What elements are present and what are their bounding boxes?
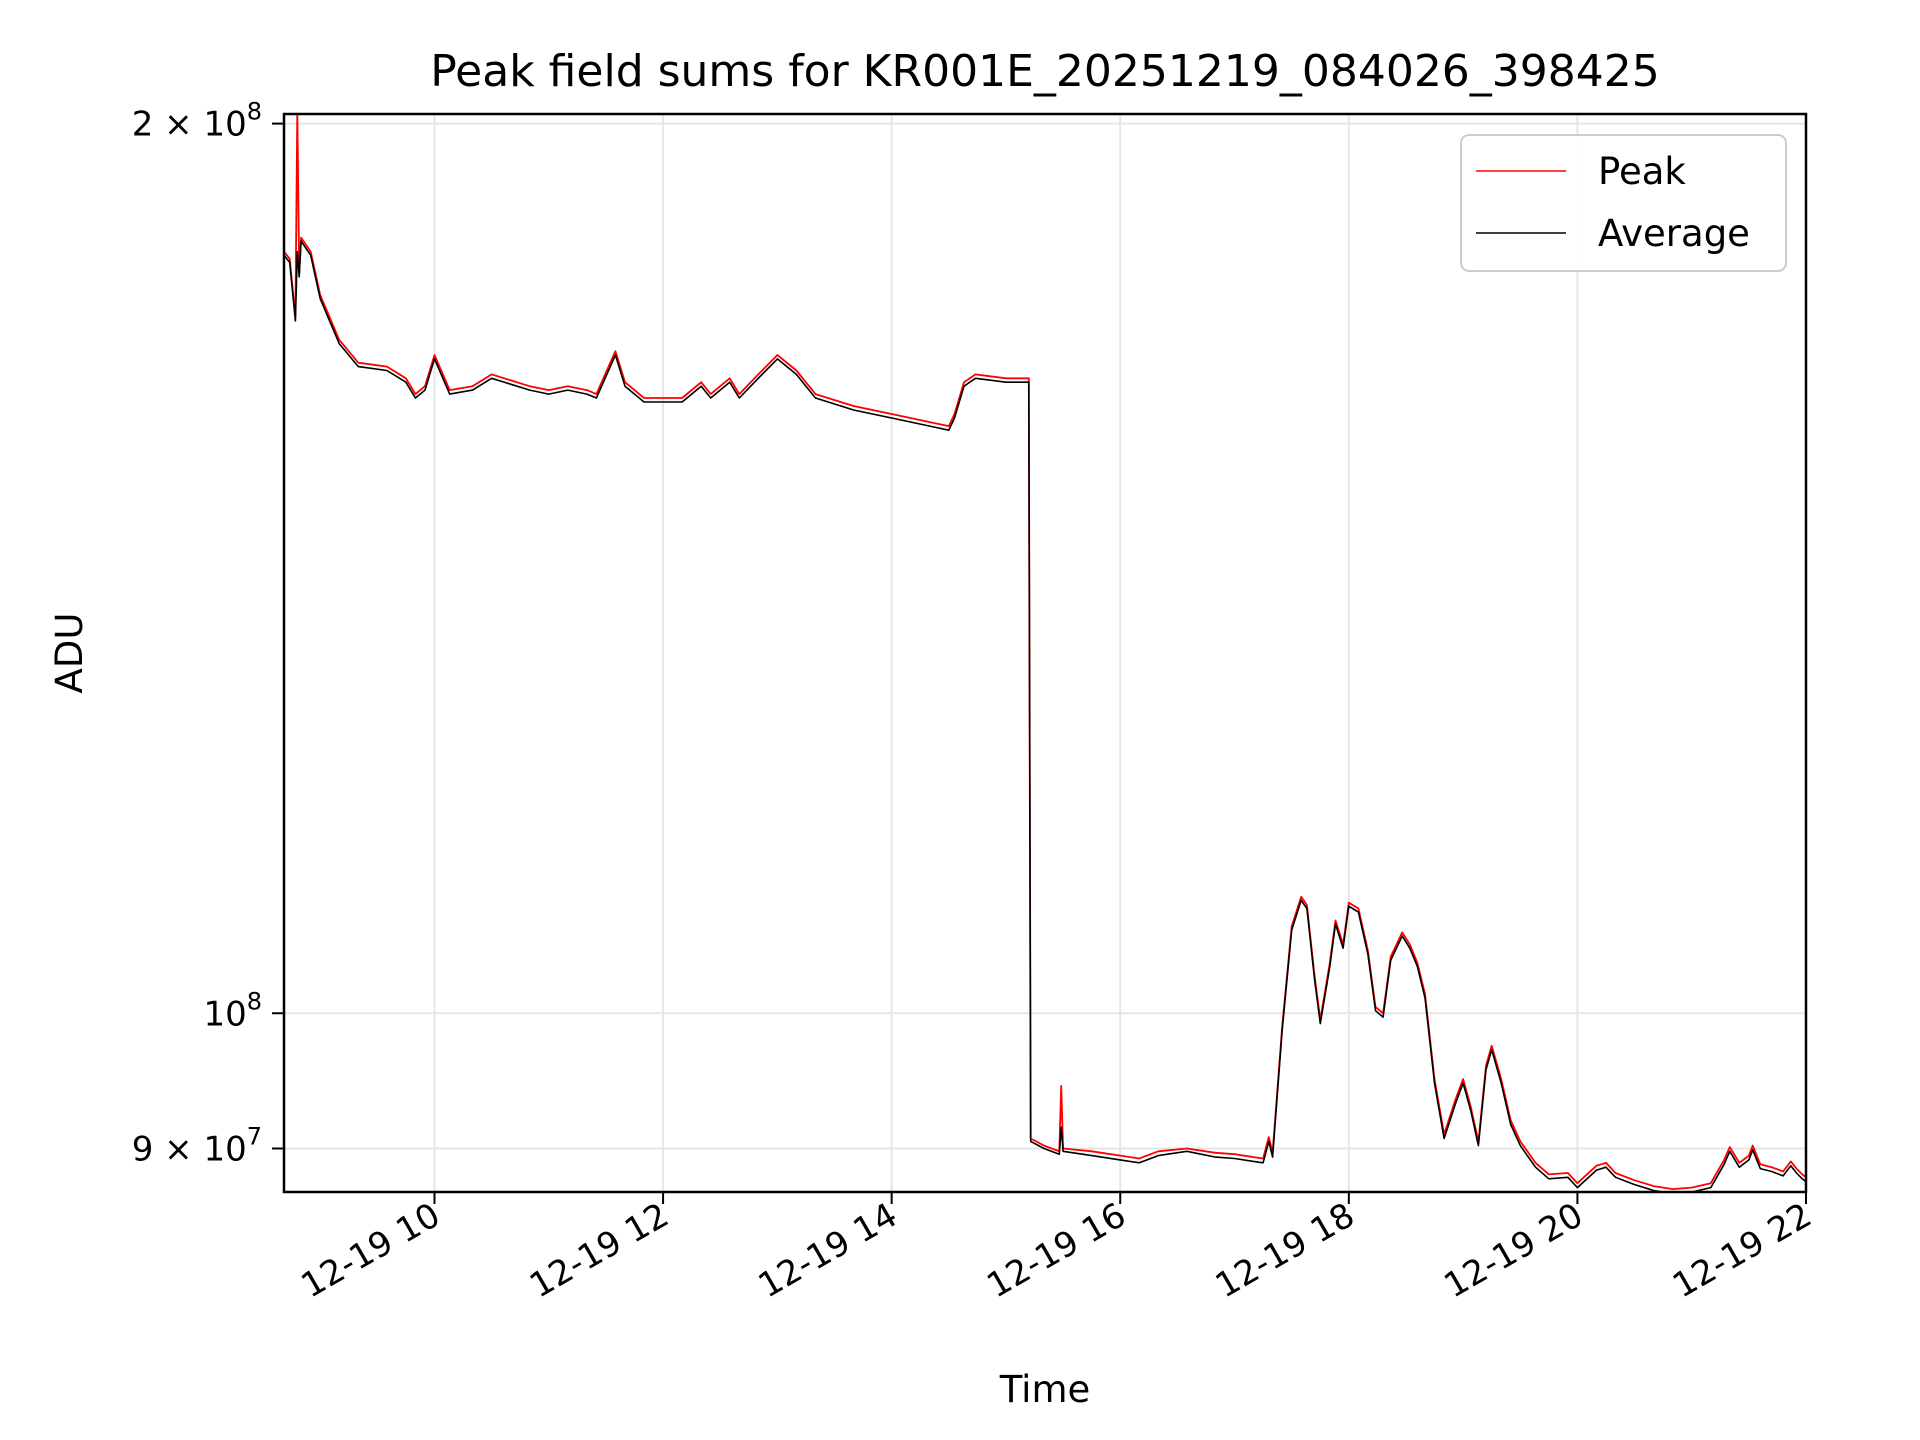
legend: Peak Average — [1460, 134, 1787, 272]
plot-area-frame — [282, 112, 1808, 1194]
y-axis-label: ADU — [48, 613, 91, 694]
series-line-peak — [284, 114, 1806, 1190]
legend-label-average: Average — [1598, 212, 1750, 255]
x-axis-label: Time — [999, 1368, 1091, 1411]
y-tick-label: 2 × 108 — [132, 98, 262, 145]
legend-label-peak: Peak — [1598, 150, 1686, 193]
y-axis-ticks: 2 × 108 108 9 × 107 — [132, 98, 284, 1169]
y-tick-label: 108 — [203, 987, 262, 1034]
y-tick-label: 9 × 107 — [132, 1122, 262, 1169]
series-line-average — [284, 240, 1806, 1192]
series-layer — [284, 114, 1806, 1192]
chart-title: Peak field sums for KR001E_20251219_0840… — [430, 46, 1660, 97]
legend-box — [1460, 134, 1787, 272]
